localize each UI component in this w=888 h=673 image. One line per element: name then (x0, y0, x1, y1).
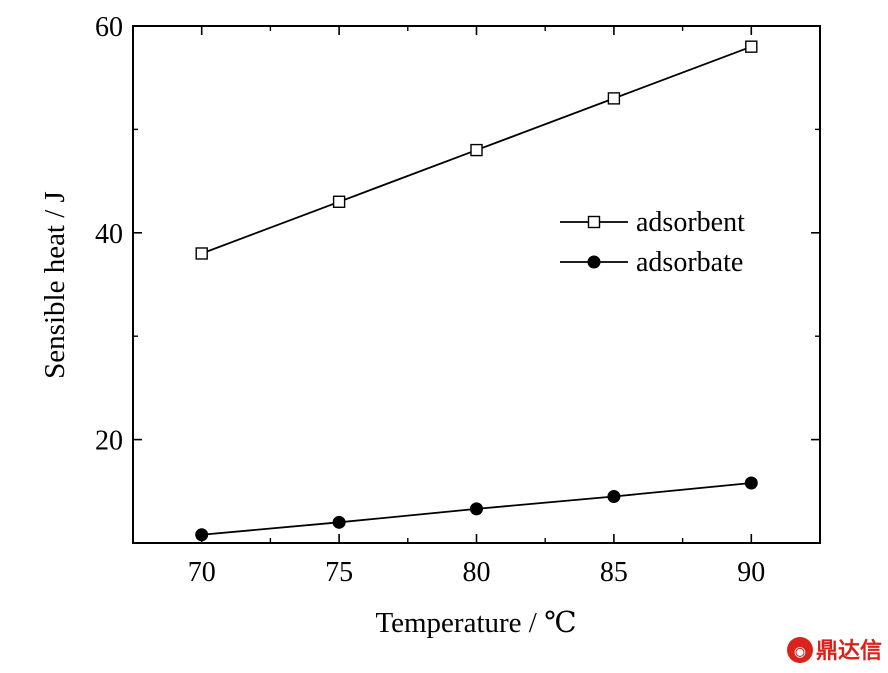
data-point-adsorbent (745, 40, 758, 53)
data-series (195, 40, 758, 542)
legend-label-adsorbent: adsorbent (636, 207, 745, 238)
data-point-adsorbate (744, 476, 758, 490)
legend-item-adsorbent: adsorbent (560, 207, 745, 238)
data-point-adsorbate (470, 502, 483, 516)
x-axis-title: Temperature / ℃ (375, 607, 576, 639)
plot-border (132, 25, 821, 544)
y-tick-label: 40 (95, 219, 123, 250)
legend-label-adsorbate: adsorbate (636, 247, 743, 278)
y-axis-title: Sensible heat / J (39, 191, 71, 379)
watermark-logo-icon (787, 637, 813, 663)
x-tick-label: 80 (463, 557, 491, 588)
data-point-adsorbent (332, 195, 346, 208)
y-tick-label: 20 (95, 426, 123, 457)
legend-item-adsorbate: adsorbate (560, 247, 743, 278)
tick-labels: 70 75 80 85 90 20 40 60 (95, 12, 765, 588)
data-point-adsorbate (195, 528, 209, 542)
x-tick-label: 85 (600, 557, 628, 588)
x-tick-label: 70 (188, 557, 216, 588)
watermark-logo: ◉ 鼎达信 (787, 637, 882, 664)
watermark-logo-glyph: ◉ (794, 644, 806, 660)
data-point-adsorbate (332, 515, 346, 529)
x-tick-label: 90 (737, 557, 765, 588)
legend-marker-adsorbate (587, 255, 601, 269)
series-adsorbate (195, 476, 758, 542)
axis-ticks (132, 25, 821, 543)
x-tick-label: 75 (325, 557, 353, 588)
legend: adsorbent adsorbate (560, 207, 745, 278)
plot-frame (132, 25, 821, 544)
legend-marker-adsorbent (587, 215, 601, 229)
y-tick-label: 60 (95, 12, 123, 43)
data-point-adsorbent (195, 247, 208, 260)
watermark-text: 鼎达信 (816, 638, 882, 664)
data-point-adsorbent (470, 143, 483, 157)
series-adsorbent (195, 40, 758, 260)
data-point-adsorbent (607, 92, 621, 105)
data-point-adsorbate (607, 489, 621, 503)
